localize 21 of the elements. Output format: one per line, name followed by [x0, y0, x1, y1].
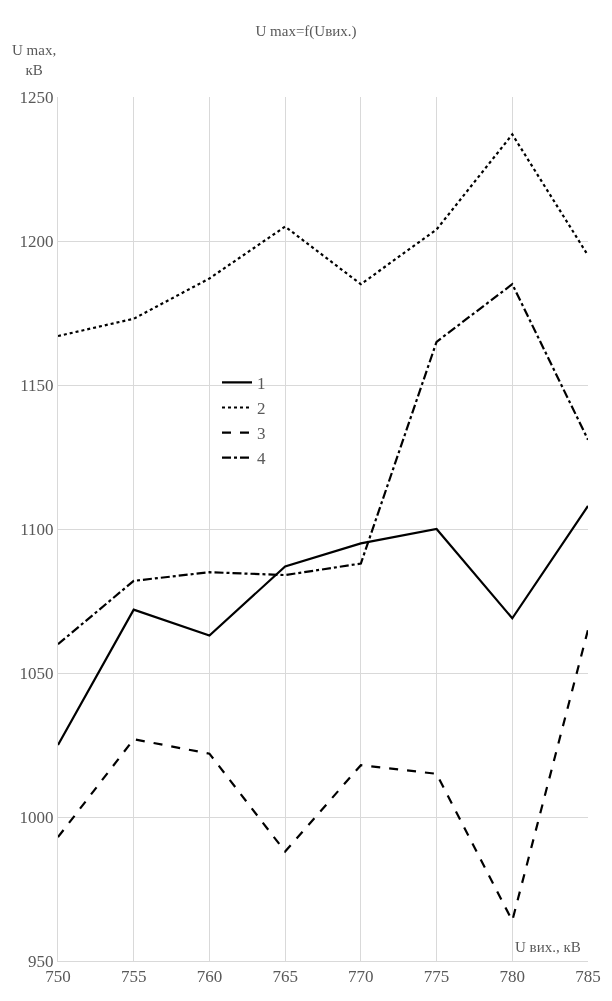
x-tick-label: 755: [120, 967, 147, 987]
line-series: [58, 133, 588, 338]
x-tick-label: 775: [423, 967, 450, 987]
legend-label: 2: [257, 399, 266, 419]
x-tick-label: 765: [272, 967, 298, 987]
x-tick-label: 785: [575, 967, 601, 987]
y-tick-label: 1250: [19, 87, 54, 107]
y-tick-label: 1000: [19, 807, 54, 827]
legend-label: 4: [257, 449, 266, 469]
y-tick-label: 1150: [20, 375, 54, 395]
x-tick-label: 770: [348, 967, 374, 987]
y-tick-label: 1050: [19, 663, 54, 683]
legend-label: 1: [257, 374, 266, 394]
y-axis-title: U max, кВ: [12, 42, 57, 78]
x-tick-label: 780: [499, 967, 526, 987]
y-tick-label: 1200: [19, 231, 54, 251]
x-axis-title: U вих., кВ: [515, 939, 581, 955]
legend-label: 3: [257, 424, 266, 444]
y-tick-label: 1100: [20, 519, 54, 539]
x-tick-label: 760: [196, 967, 223, 987]
chart-title: U max=f(Uвих.): [255, 22, 357, 40]
